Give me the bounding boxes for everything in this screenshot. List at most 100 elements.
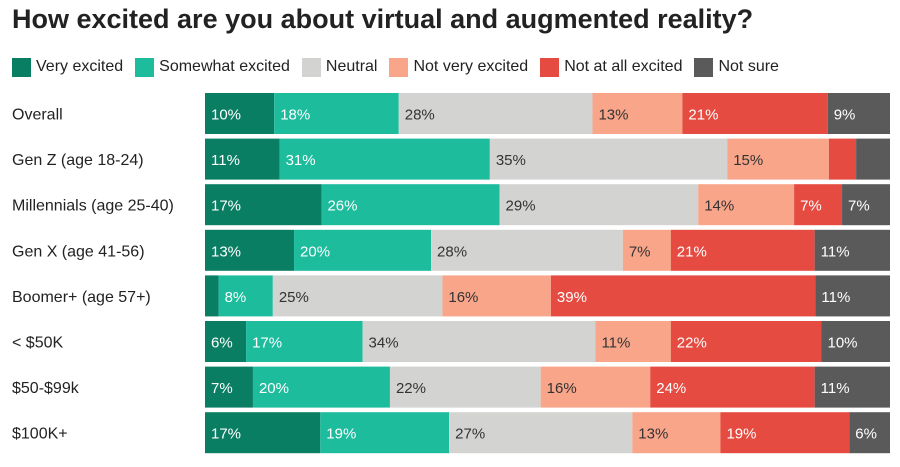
legend-swatch (301, 57, 321, 77)
data-label: 14% (704, 198, 734, 215)
bar-segment (650, 366, 815, 408)
bar-segment (205, 93, 275, 134)
bar-segment (670, 321, 822, 362)
bar-segment (294, 229, 432, 271)
bar-segment (320, 412, 450, 454)
bar-segment (849, 412, 890, 454)
data-label: 6% (211, 335, 233, 352)
legend-swatch (12, 57, 31, 77)
bar-segment (205, 184, 322, 226)
bar-segment (595, 321, 671, 362)
bar-segment (842, 184, 890, 226)
category-label: < $50K (12, 335, 63, 352)
data-label: 16% (448, 289, 478, 306)
data-label: 11% (821, 380, 850, 397)
bar-segment (827, 93, 890, 134)
data-label: 11% (601, 335, 630, 352)
data-label: 17% (252, 335, 282, 352)
bar-segment (682, 93, 828, 134)
bar-segment (592, 93, 683, 134)
data-label: 39% (557, 289, 587, 306)
data-label: 28% (405, 107, 435, 124)
category-label: Millennials (age 25-40) (12, 198, 174, 215)
legend-label: Not sure (718, 58, 779, 75)
bar-segment (362, 321, 596, 362)
bar-segment (205, 229, 295, 271)
data-label: 19% (326, 426, 356, 443)
bar-segment (252, 366, 390, 408)
data-label: 29% (506, 198, 536, 215)
legend-item-not-very-excited: Not very excited (389, 57, 528, 77)
bar-segment (499, 184, 699, 226)
data-label: 10% (211, 107, 241, 124)
data-label: 34% (369, 335, 399, 352)
bar-segment (389, 366, 541, 408)
data-label: 9% (834, 107, 856, 124)
data-label: 35% (496, 152, 526, 169)
data-label: 18% (280, 107, 310, 124)
data-label: 7% (211, 380, 233, 397)
bar-segment (321, 184, 500, 226)
data-label: 10% (828, 335, 858, 352)
bar-segment (205, 321, 247, 362)
data-label: 11% (821, 243, 850, 260)
chart-title: How excited are you about virtual and au… (12, 4, 754, 34)
bar-segment (272, 275, 443, 317)
data-label: 7% (629, 243, 651, 260)
legend-label: Very excited (36, 58, 124, 75)
bar-segment (279, 138, 490, 180)
data-label: 31% (286, 152, 316, 169)
bar-segment (205, 366, 253, 408)
bar-segment (550, 275, 816, 317)
data-label: 22% (396, 380, 426, 397)
legend-label: Neutral (325, 58, 378, 75)
legend-item-not-at-all-excited: Not at all excited (540, 57, 683, 77)
data-label: 13% (211, 243, 241, 260)
legend-swatch (389, 57, 409, 77)
data-label: 25% (279, 289, 309, 306)
data-label: 17% (211, 198, 241, 215)
data-label: 13% (598, 107, 628, 124)
legend-swatch (694, 57, 714, 77)
bar-segment (398, 93, 593, 134)
data-label: 22% (677, 335, 707, 352)
data-label: 8% (225, 289, 247, 306)
data-label: 21% (677, 243, 707, 260)
bar-segment (431, 229, 623, 271)
bar-segment (814, 229, 890, 271)
data-label: 21% (688, 107, 718, 124)
data-label: 11% (211, 152, 240, 169)
bar-segment (794, 184, 843, 226)
legend-label: Not at all excited (564, 58, 683, 75)
bar-segment (828, 138, 857, 180)
bar-segment (727, 138, 829, 180)
bar-segment (632, 412, 721, 454)
category-label: Gen Z (age 18-24) (12, 152, 144, 169)
bar-segment (856, 138, 890, 180)
data-label: 20% (300, 243, 330, 260)
data-label: 28% (437, 243, 467, 260)
bar-segment (622, 229, 671, 271)
bar-segment (218, 275, 273, 317)
legend-item-neutral: Neutral (301, 57, 378, 77)
bar-segment (205, 275, 219, 317)
category-label: $100K+ (12, 426, 68, 443)
legend-item-very-excited: Very excited (12, 57, 124, 77)
bar-segment (720, 412, 850, 454)
bar-segment (205, 412, 321, 454)
data-label: 16% (547, 380, 577, 397)
data-label: 17% (211, 426, 241, 443)
legend-swatch (540, 57, 560, 77)
legend-item-somewhat-excited: Somewhat excited (135, 57, 290, 77)
bar-segment (698, 184, 795, 226)
category-label: Overall (12, 107, 63, 124)
legend-item-not-sure: Not sure (694, 57, 779, 77)
bar-segment (449, 412, 633, 454)
category-label: Boomer+ (age 57+) (12, 289, 151, 306)
bar-segment (205, 138, 280, 180)
data-label: 27% (455, 426, 485, 443)
data-label: 11% (821, 289, 850, 306)
legend-label: Somewhat excited (159, 58, 290, 75)
legend-swatch (135, 57, 155, 77)
